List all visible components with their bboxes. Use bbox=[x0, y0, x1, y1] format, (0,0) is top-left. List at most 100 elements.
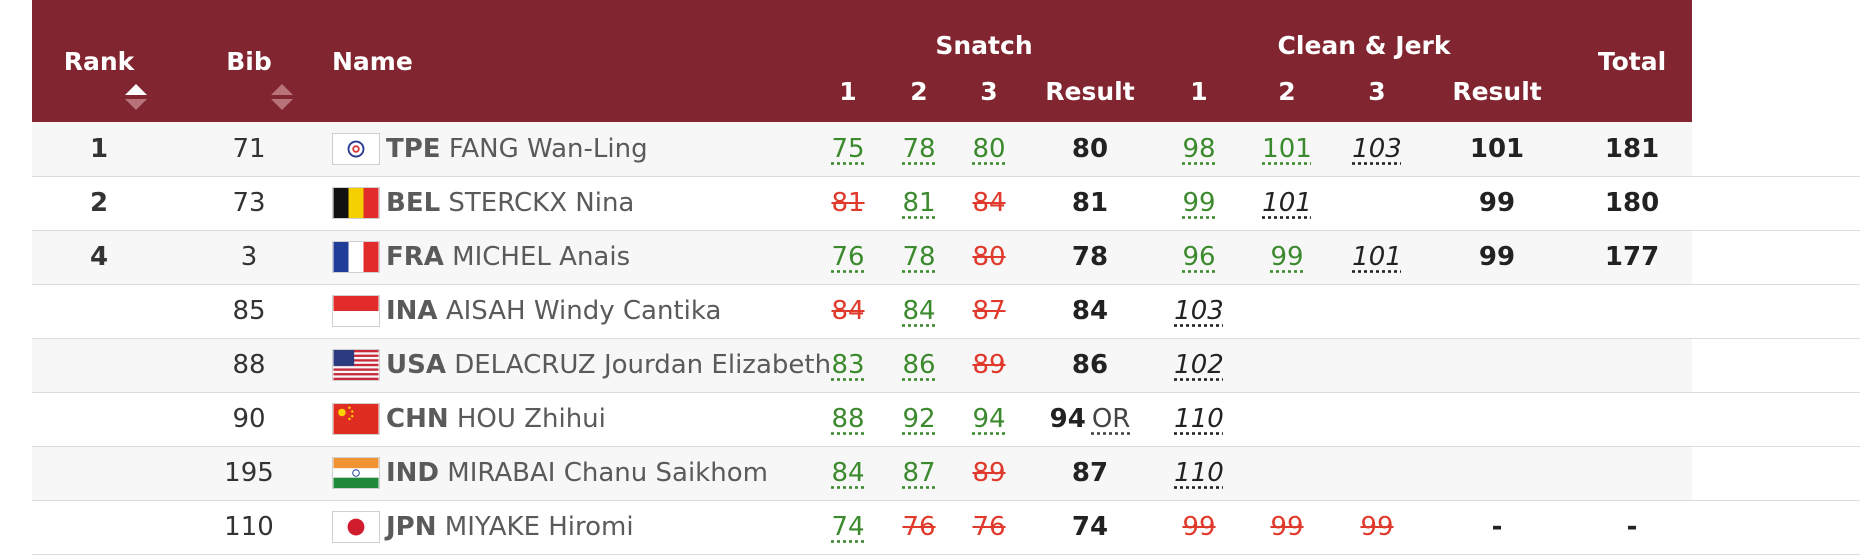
cj-attempt-1-cell: 102 bbox=[1156, 338, 1242, 392]
chn-flag-icon bbox=[332, 403, 380, 435]
athlete-cell: TPE FANG Wan-Ling bbox=[332, 122, 812, 176]
no-lift: 99 bbox=[1270, 512, 1304, 542]
snatch-attempt-1-cell: 81 bbox=[812, 176, 884, 230]
total-cell: - bbox=[1626, 512, 1638, 542]
table-row[interactable]: 90 CHN HOU Zhihui 88 92 94 94 OR 110 bbox=[32, 392, 1860, 446]
snatch-result-cell: 74 bbox=[1024, 500, 1156, 554]
no-lift: 84 bbox=[972, 188, 1006, 218]
good-lift: 84 bbox=[831, 458, 865, 488]
no-lift: 99 bbox=[1182, 512, 1216, 542]
snatch-attempt-3-cell: 89 bbox=[954, 446, 1024, 500]
cj-result-cell bbox=[1422, 446, 1572, 500]
cj-attempt-3-cell bbox=[1332, 284, 1422, 338]
snatch-attempt-1-cell: 84 bbox=[812, 284, 884, 338]
cj-result-cell: 99 bbox=[1478, 242, 1516, 272]
bib-column-header[interactable]: Bib bbox=[166, 0, 332, 122]
athlete-name-link[interactable]: HOU Zhihui bbox=[448, 404, 606, 434]
snatch-attempt-1-header: 1 bbox=[839, 76, 857, 106]
cj-attempt-1-cell: 110 bbox=[1156, 446, 1242, 500]
snatch-result-cell: 80 bbox=[1024, 122, 1156, 176]
cj-attempt-1-cell: 96 bbox=[1156, 230, 1242, 284]
table-row[interactable]: 110 JPN MIYAKE Hiromi 74 76 76 74 99 99 99 - - bbox=[32, 500, 1860, 554]
snatch-result-cell: 84 bbox=[1024, 284, 1156, 338]
rank-cell: 1 bbox=[89, 133, 109, 164]
good-lift: 99 bbox=[1270, 242, 1304, 272]
athlete-cell: IND MIRABAI Chanu Saikhom bbox=[332, 446, 812, 500]
no-lift: 89 bbox=[972, 458, 1006, 488]
noc-code: IND bbox=[386, 458, 440, 488]
cj-attempt-2-cell bbox=[1242, 446, 1332, 500]
clean-jerk-group-header: Clean & Jerk bbox=[1156, 0, 1572, 60]
snatch-attempt-3-cell: 94 bbox=[954, 392, 1024, 446]
total-cell: 181 bbox=[1604, 133, 1660, 164]
snatch-attempt-2-cell: 87 bbox=[884, 446, 954, 500]
snatch-attempt-2-cell: 76 bbox=[884, 500, 954, 554]
cj-result-cell bbox=[1422, 284, 1572, 338]
athlete-name-link[interactable]: MIYAKE Hiromi bbox=[436, 512, 634, 542]
table-row[interactable]: 1 71 TPE FANG Wan-Ling 75 78 80 80 98 101 103 101 1… bbox=[32, 122, 1860, 176]
cj-result-header: Result bbox=[1452, 76, 1542, 106]
athlete-name-link[interactable]: MIRABAI Chanu Saikhom bbox=[439, 458, 768, 488]
snatch-result-cell: 87 bbox=[1024, 446, 1156, 500]
record-badge[interactable]: OR bbox=[1091, 404, 1131, 434]
total-cell bbox=[1572, 392, 1692, 446]
good-lift: 96 bbox=[1182, 242, 1216, 272]
snatch-result: 81 bbox=[1071, 188, 1109, 218]
cj-attempt-2-header: 2 bbox=[1278, 76, 1296, 106]
no-lift: 76 bbox=[972, 512, 1006, 542]
snatch-attempt-1-cell: 74 bbox=[812, 500, 884, 554]
snatch-attempt-3-cell: 87 bbox=[954, 284, 1024, 338]
athlete-name-link[interactable]: STERCKX Nina bbox=[440, 188, 635, 218]
athlete-cell: INA AISAH Windy Cantika bbox=[332, 284, 812, 338]
snatch-attempt-2-cell: 92 bbox=[884, 392, 954, 446]
bib-cell: 195 bbox=[224, 458, 274, 488]
cj-attempt-1-cell: 110 bbox=[1156, 392, 1242, 446]
snatch-result: 80 bbox=[1071, 133, 1109, 164]
snatch-attempt-3-cell: 84 bbox=[954, 176, 1024, 230]
cj-result-cell bbox=[1422, 392, 1572, 446]
snatch-attempt-2-cell: 81 bbox=[884, 176, 954, 230]
snatch-result: 86 bbox=[1071, 350, 1109, 380]
name-column-header: Name bbox=[332, 0, 812, 122]
no-lift: 81 bbox=[831, 188, 865, 218]
good-lift: 83 bbox=[831, 350, 865, 380]
pending-attempt: 110 bbox=[1174, 404, 1224, 434]
good-lift: 81 bbox=[902, 188, 936, 218]
athlete-name-link[interactable]: MICHEL Anais bbox=[443, 242, 631, 272]
table-row[interactable]: 195 IND MIRABAI Chanu Saikhom 84 87 89 87 110 bbox=[32, 446, 1860, 500]
snatch-attempt-1-cell: 83 bbox=[812, 338, 884, 392]
snatch-result-header: Result bbox=[1045, 76, 1135, 106]
snatch-header-label: Snatch bbox=[935, 31, 1033, 60]
no-lift: 87 bbox=[972, 296, 1006, 326]
snatch-attempt-1-cell: 84 bbox=[812, 446, 884, 500]
bib-cell: 73 bbox=[232, 188, 266, 218]
cj-attempt-1-cell: 103 bbox=[1156, 284, 1242, 338]
bel-flag-icon bbox=[332, 187, 380, 219]
rank-column-header[interactable]: Rank bbox=[32, 0, 166, 122]
good-lift: 86 bbox=[902, 350, 936, 380]
table-row[interactable]: 88 USA DELACRUZ Jourdan Elizabeth 83 86 89 86… bbox=[32, 338, 1860, 392]
snatch-result-cell: 86 bbox=[1024, 338, 1156, 392]
cj-result-cell: 99 bbox=[1478, 188, 1516, 218]
no-lift: 80 bbox=[972, 242, 1006, 272]
bib-cell: 3 bbox=[240, 242, 258, 272]
total-column-header: Total bbox=[1572, 0, 1692, 122]
athlete-name-link[interactable]: FANG Wan-Ling bbox=[440, 133, 648, 164]
athlete-name-link[interactable]: DELACRUZ Jourdan Elizabeth bbox=[445, 350, 832, 380]
good-lift: 92 bbox=[902, 404, 936, 434]
rank-cell bbox=[32, 500, 166, 554]
table-row[interactable]: 2 73 BEL STERCKX Nina 81 81 84 81 99 101 99 180 bbox=[32, 176, 1860, 230]
athlete-cell: FRA MICHEL Anais bbox=[332, 230, 812, 284]
sort-icon[interactable] bbox=[271, 84, 293, 110]
noc-code: JPN bbox=[386, 512, 437, 542]
no-lift: 99 bbox=[1360, 512, 1394, 542]
table-row[interactable]: 85 INA AISAH Windy Cantika 84 84 87 84 103 bbox=[32, 284, 1860, 338]
table-row[interactable]: 4 3 FRA MICHEL Anais 76 78 80 78 96 99 101 99 177 bbox=[32, 230, 1860, 284]
cj-attempt-2-cell bbox=[1242, 338, 1332, 392]
sort-icon[interactable] bbox=[125, 84, 147, 110]
no-lift: 84 bbox=[831, 296, 865, 326]
good-lift: 101 bbox=[1262, 133, 1312, 164]
bib-cell: 85 bbox=[232, 296, 266, 326]
good-lift: 78 bbox=[902, 133, 936, 164]
athlete-name-link[interactable]: AISAH Windy Cantika bbox=[437, 296, 722, 326]
